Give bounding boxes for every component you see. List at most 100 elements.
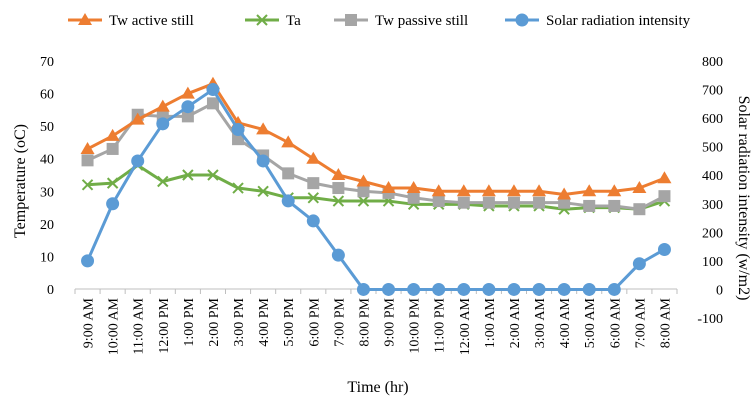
data-point xyxy=(582,184,597,197)
series-solar-radiation-intensity xyxy=(81,83,671,296)
series-tw-active-still xyxy=(80,76,672,200)
data-point xyxy=(632,181,647,194)
data-point-stroke xyxy=(106,177,119,189)
x-tick-label: 3:00 PM xyxy=(232,297,247,346)
x-tick-label: 12:00 AM xyxy=(458,297,473,355)
data-point-stroke xyxy=(207,169,219,181)
series-tw-passive-still xyxy=(81,97,671,216)
data-point xyxy=(182,169,194,181)
data-point xyxy=(232,182,244,194)
data-point xyxy=(507,282,521,296)
x-tick-label: 7:00 AM xyxy=(633,297,648,348)
data-point xyxy=(207,169,219,181)
legend: Tw active still Ta Tw passive still Solar r… xyxy=(68,13,691,29)
x-tick-label: 9:00 PM xyxy=(383,297,398,346)
x-tick-label: 3:00 AM xyxy=(533,297,548,348)
data-point xyxy=(81,154,94,167)
data-point-stroke xyxy=(332,195,345,207)
x-tick-label: 1:00 AM xyxy=(483,297,498,348)
x-tick-label: 8:00 PM xyxy=(357,297,372,346)
data-point xyxy=(557,282,571,296)
data-point xyxy=(532,184,547,197)
x-tick-label: 11:00 AM xyxy=(132,297,147,354)
data-point xyxy=(607,282,621,296)
x-tick-label: 6:00 PM xyxy=(307,297,322,346)
data-point xyxy=(306,151,321,164)
data-point xyxy=(281,135,296,148)
data-point xyxy=(180,86,195,99)
data-point xyxy=(381,181,396,194)
data-point xyxy=(106,177,119,189)
legend-label: Solar radiation intensity xyxy=(546,13,691,29)
y2-tick-label: 300 xyxy=(702,198,723,213)
x-tick-label: 2:00 AM xyxy=(508,297,523,348)
data-point xyxy=(583,199,596,212)
data-point xyxy=(457,282,471,296)
data-point xyxy=(206,97,219,110)
y-tick-label: 40 xyxy=(40,153,54,168)
data-point-stroke xyxy=(157,175,169,188)
data-point xyxy=(633,203,646,216)
x-tick-label: 8:00 AM xyxy=(658,297,673,348)
y-tick-label: 0 xyxy=(47,283,54,298)
data-point xyxy=(515,13,529,27)
data-point xyxy=(432,282,446,296)
y2-tick-label: -100 xyxy=(697,312,723,327)
data-point xyxy=(105,128,120,141)
data-point xyxy=(256,154,270,168)
data-point xyxy=(81,254,95,268)
data-point xyxy=(306,214,320,228)
data-point xyxy=(482,282,496,296)
x-tick-label: 7:00 PM xyxy=(332,297,347,346)
data-point xyxy=(131,154,145,168)
x-tick-label: 10:00 AM xyxy=(107,297,122,355)
data-point xyxy=(507,196,520,209)
legend-label: Tw passive still xyxy=(375,13,468,29)
x-tick-label: 5:00 AM xyxy=(583,297,598,348)
data-point xyxy=(130,112,145,125)
data-point xyxy=(407,282,421,296)
data-point xyxy=(156,117,170,131)
data-point xyxy=(282,167,295,180)
data-point xyxy=(608,199,621,212)
x-tick-label: 4:00 PM xyxy=(257,297,272,346)
data-point xyxy=(345,14,357,26)
data-point xyxy=(232,133,245,146)
data-point xyxy=(157,175,169,188)
legend-item: Ta xyxy=(245,13,301,29)
data-point-stroke xyxy=(357,195,370,207)
data-point xyxy=(78,13,92,25)
data-point xyxy=(582,282,596,296)
y2-tick-label: 100 xyxy=(702,255,723,270)
data-point xyxy=(382,282,396,296)
data-point xyxy=(558,196,571,209)
data-point-stroke xyxy=(232,182,244,194)
x-tick-label: 9:00 AM xyxy=(82,297,97,348)
data-point xyxy=(256,14,268,26)
data-point xyxy=(456,184,471,197)
y-tick-label: 50 xyxy=(40,120,54,135)
x-tick-label: 10:00 PM xyxy=(408,297,423,353)
data-point xyxy=(206,83,220,97)
data-point-stroke xyxy=(307,192,319,204)
y-tick-label: 30 xyxy=(40,185,54,200)
data-point xyxy=(332,182,345,195)
legend-label: Tw active still xyxy=(109,13,194,29)
y-tick-label: 10 xyxy=(40,250,54,265)
x-tick-label: 2:00 PM xyxy=(207,297,222,346)
data-point xyxy=(658,190,671,203)
legend-item: Tw active still xyxy=(68,13,194,29)
y-tick-label: 20 xyxy=(40,218,54,233)
legend-item: Solar radiation intensity xyxy=(505,13,691,29)
data-point xyxy=(257,185,269,197)
y2-tick-label: 700 xyxy=(702,84,723,99)
data-point-stroke xyxy=(256,14,268,26)
data-point-stroke xyxy=(182,169,194,181)
data-point xyxy=(307,177,320,190)
data-point xyxy=(106,197,120,211)
data-point xyxy=(407,191,420,204)
data-point xyxy=(80,141,95,154)
axes: 9:00 AM 10:00 AM 11:00 AM 12:00 PM 1:00 PM 2:… xyxy=(40,55,723,355)
data-point xyxy=(81,179,94,191)
